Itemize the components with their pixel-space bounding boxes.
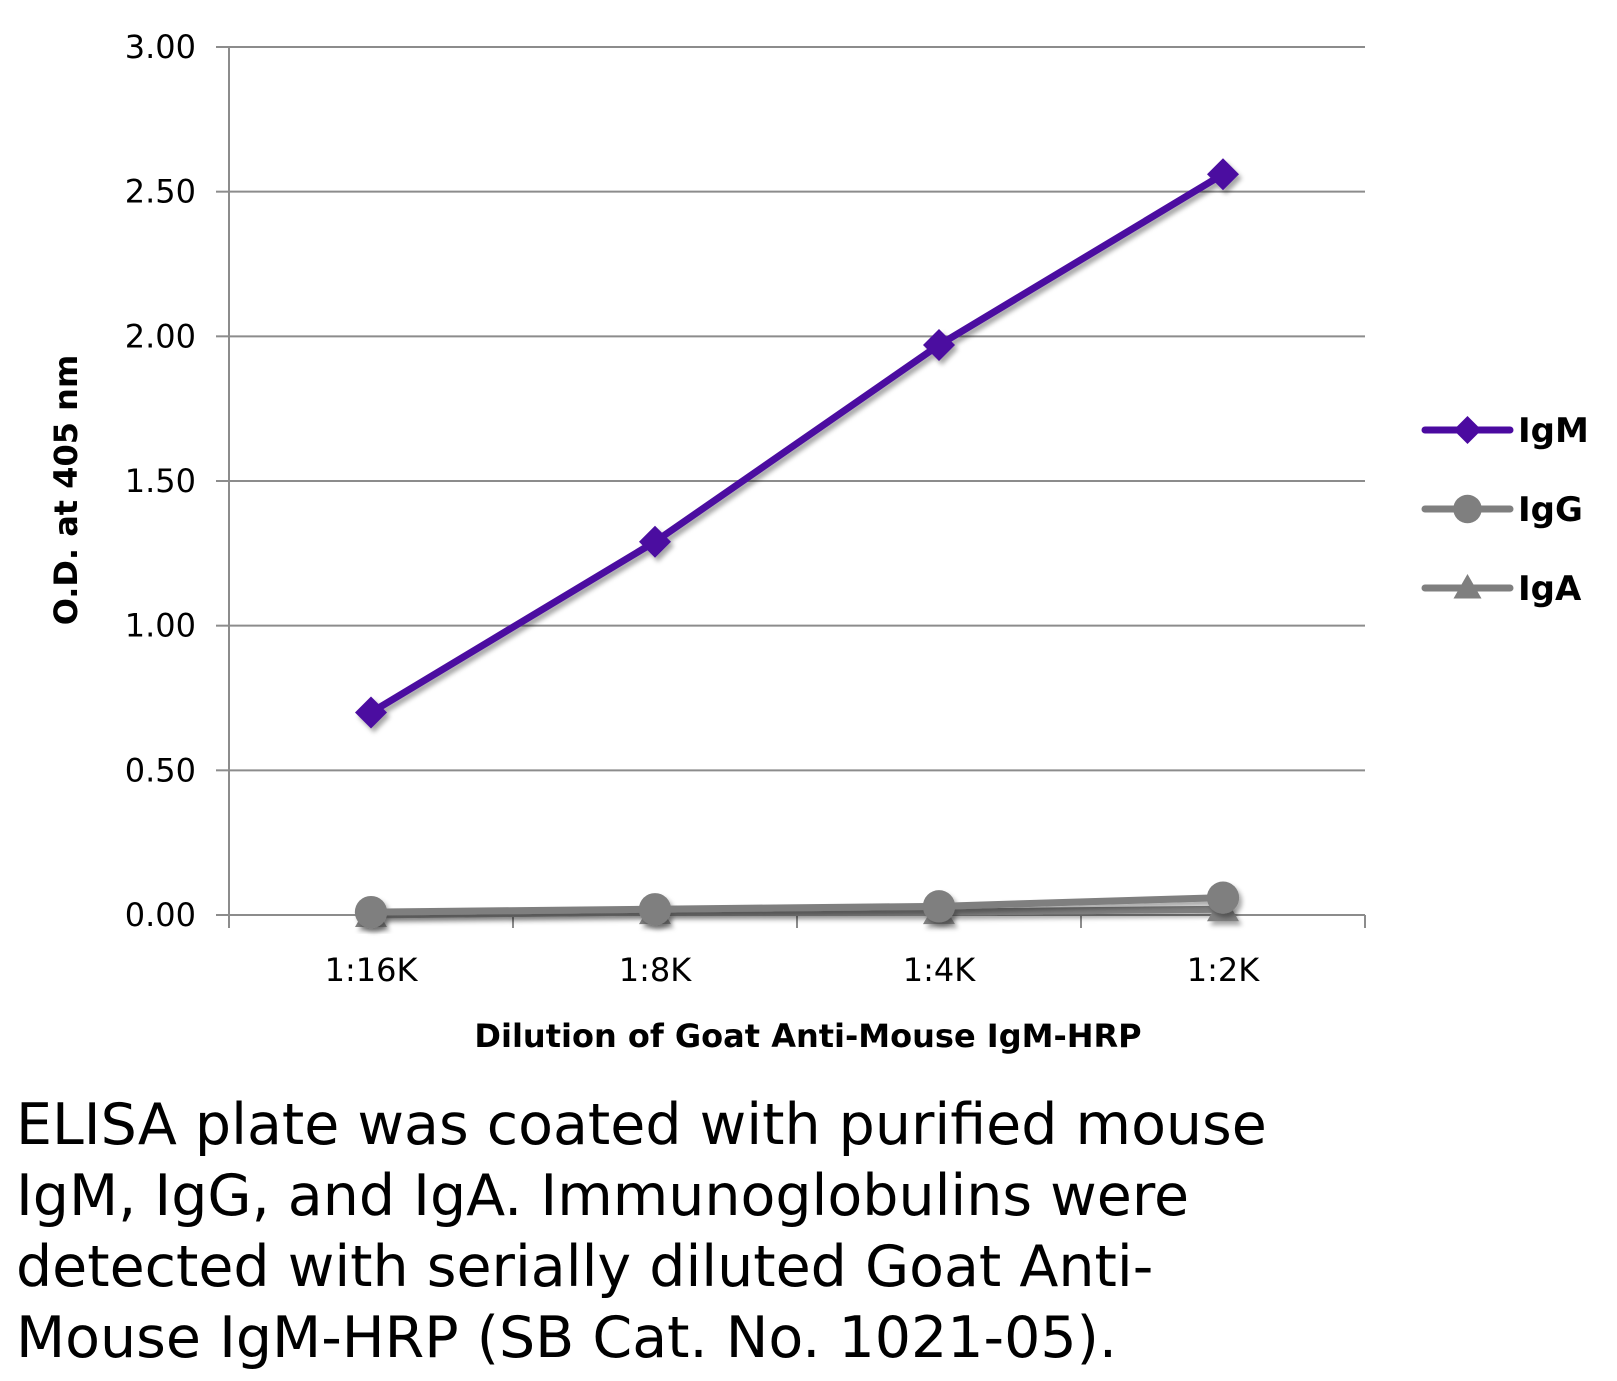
y-tick-label: 2.50 bbox=[125, 173, 196, 211]
legend-label: IgM bbox=[1518, 411, 1589, 451]
x-tick-label: 1:4K bbox=[903, 951, 977, 989]
data-point-igm bbox=[923, 329, 955, 362]
y-tick-label: 1.50 bbox=[125, 462, 196, 500]
y-tick-label: 0.00 bbox=[125, 896, 196, 934]
series-line bbox=[367, 170, 1227, 716]
legend-item-igm: IgM bbox=[1421, 411, 1589, 451]
x-tick-label: 1:8K bbox=[619, 951, 693, 989]
y-tick-labels: 0.00 0.50 1.00 1.50 2.00 2.50 3.00 bbox=[125, 28, 196, 934]
legend-marker bbox=[1453, 494, 1482, 524]
x-axis-title: Dilution of Goat Anti-Mouse IgM-HRP bbox=[474, 1017, 1141, 1055]
series bbox=[354, 158, 1240, 929]
gridlines bbox=[216, 46, 1365, 916]
data-point-igm bbox=[355, 696, 387, 729]
y-tick-label: 2.00 bbox=[125, 317, 196, 355]
series-igg bbox=[354, 881, 1240, 929]
data-point-igg bbox=[922, 890, 956, 923]
legend-item-iga: IgA bbox=[1421, 569, 1582, 609]
x-tick-label: 1:16K bbox=[325, 951, 419, 989]
legend-marker bbox=[1453, 416, 1482, 444]
data-point-igg bbox=[354, 895, 388, 929]
series-igm bbox=[355, 158, 1239, 729]
figure-caption: ELISA plate was coated with purified mou… bbox=[16, 1092, 1267, 1371]
legend-label: IgA bbox=[1518, 569, 1582, 609]
x-tick-label: 1:2K bbox=[1187, 951, 1261, 989]
y-tick-label: 3.00 bbox=[125, 28, 196, 66]
data-point-igg bbox=[638, 893, 672, 926]
data-point-igg bbox=[1206, 881, 1240, 914]
y-tick-label: 0.50 bbox=[125, 751, 196, 789]
x-tick-labels: 1:16K 1:8K 1:4K 1:2K bbox=[325, 951, 1261, 989]
series-line bbox=[367, 894, 1227, 916]
y-tick-label: 1.00 bbox=[125, 607, 196, 645]
legend-item-igg: IgG bbox=[1421, 490, 1583, 530]
data-point-igm bbox=[1207, 158, 1239, 191]
legend-label: IgG bbox=[1518, 490, 1583, 530]
axes bbox=[228, 47, 1366, 928]
legend-marker bbox=[1453, 574, 1482, 599]
legend: IgM IgG IgA bbox=[1421, 411, 1589, 609]
data-point-igm bbox=[639, 525, 671, 558]
elisa-line-chart: 0.000.501.001.502.002.503.00 1:16K 1:8K 1:… bbox=[47, 28, 1589, 1055]
y-axis-title: O.D. at 405 nm bbox=[47, 355, 85, 626]
